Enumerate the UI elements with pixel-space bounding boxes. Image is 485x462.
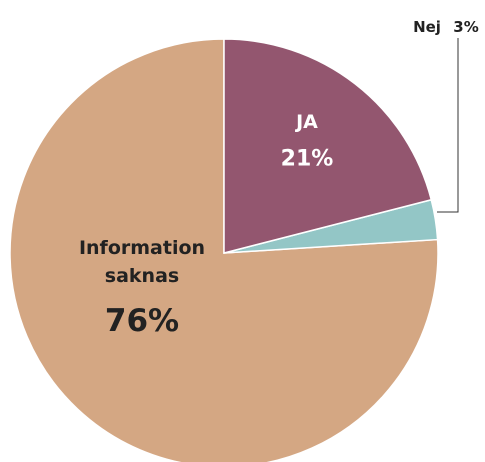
slice-label: JA: [296, 111, 318, 133]
slice-label: Nej: [413, 18, 441, 36]
slice-value: 21%: [280, 146, 334, 172]
slice-value: 3%: [453, 18, 479, 36]
pie-slice: [223, 38, 433, 254]
slice-value: 76%: [104, 303, 180, 339]
leader-line: [437, 38, 459, 213]
pie-slice: [9, 38, 439, 462]
slice-label: Information saknas: [78, 237, 206, 287]
